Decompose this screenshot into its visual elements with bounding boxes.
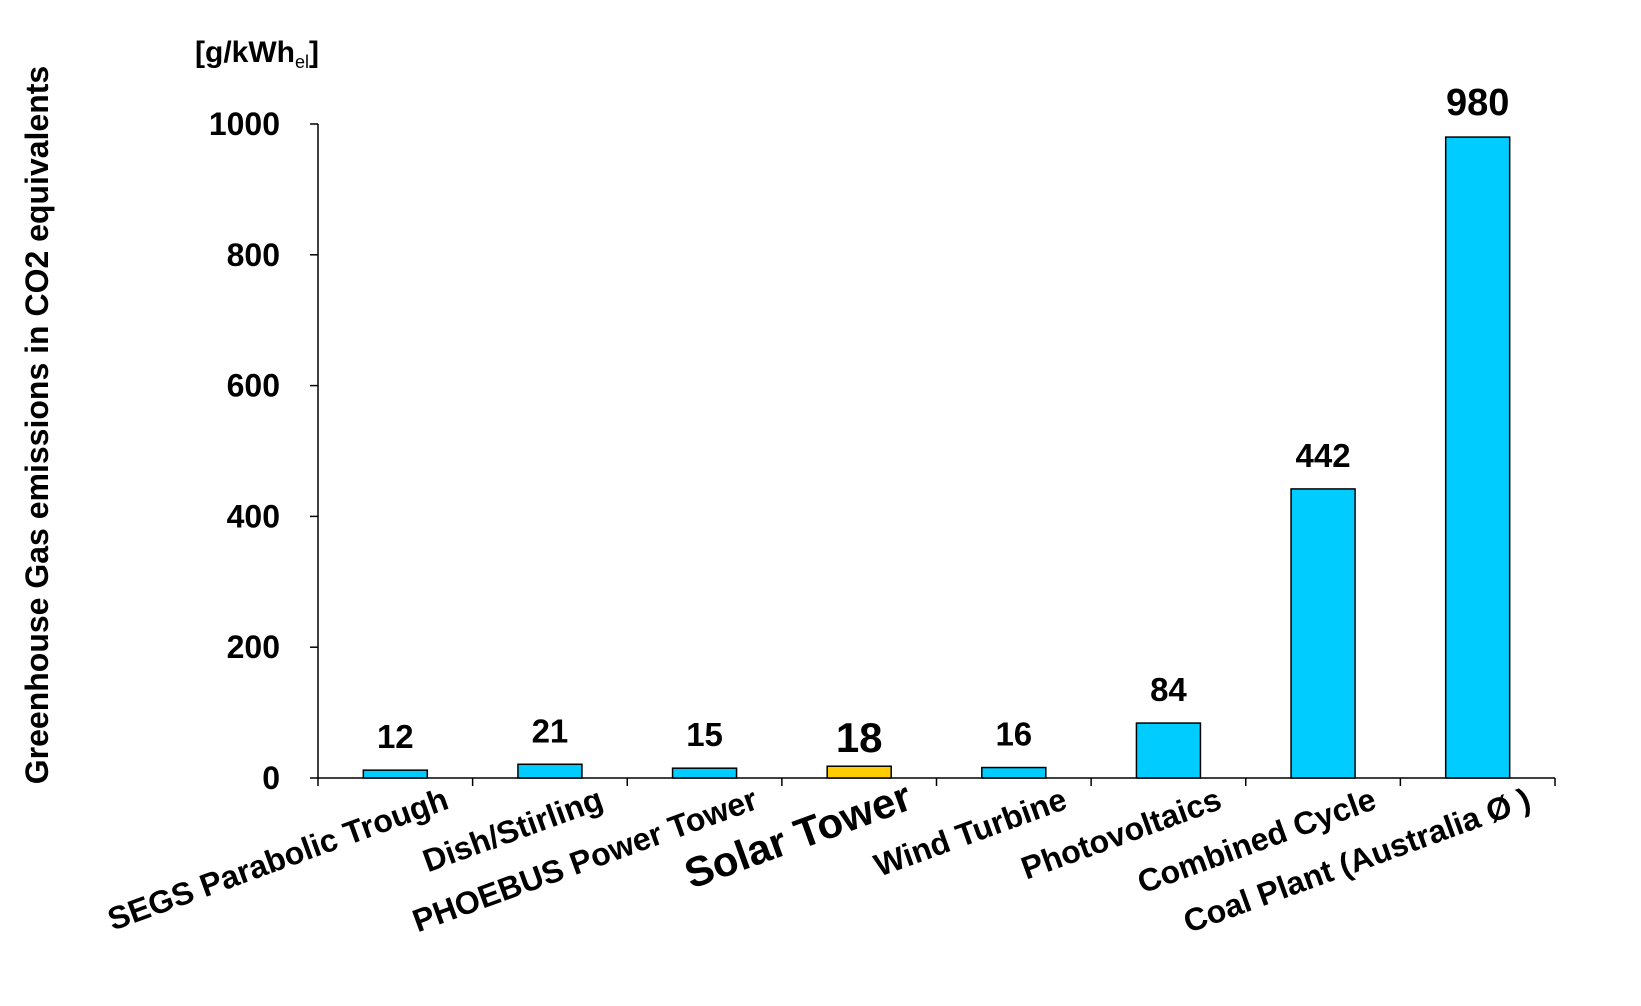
y-tick-label: 400 (227, 498, 280, 534)
bar (362, 769, 429, 779)
bar (1444, 136, 1511, 779)
y-tick-label: 600 (227, 368, 280, 404)
y-tick-label: 1000 (209, 106, 280, 142)
value-label: 18 (836, 714, 883, 761)
value-label: 15 (686, 716, 723, 753)
bar (981, 766, 1047, 779)
value-label: 21 (532, 712, 569, 749)
bar (1135, 722, 1202, 779)
unit-label: [g/kWhel] (195, 36, 319, 72)
value-labels: 12 21 15 18 16 84 442 980 (377, 82, 1509, 761)
value-label: 12 (377, 718, 414, 755)
bar (671, 767, 738, 779)
y-axis-label: Greenhouse Gas emissions in CO2 equivale… (19, 66, 55, 784)
bar (517, 763, 583, 779)
category-label: SEGS Parabolic Trough (103, 781, 453, 938)
value-label: 442 (1296, 437, 1351, 474)
category-labels: SEGS Parabolic TroughDish/StirlingPHOEBU… (103, 772, 1535, 940)
y-tick-label: 0 (262, 760, 280, 796)
bar (1290, 488, 1356, 779)
value-label: 980 (1446, 82, 1509, 124)
value-label: 84 (1150, 671, 1187, 708)
bar (826, 765, 892, 779)
value-label: 16 (995, 716, 1032, 753)
y-tick-label: 800 (227, 237, 280, 273)
bars (362, 136, 1511, 779)
y-tick-label: 200 (227, 629, 280, 665)
